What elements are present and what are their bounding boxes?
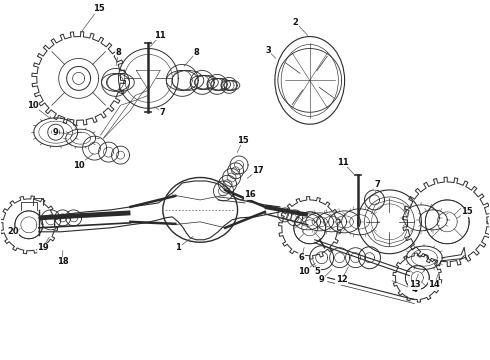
- Text: 18: 18: [57, 257, 69, 266]
- Text: 9: 9: [319, 275, 324, 284]
- Text: 6: 6: [299, 253, 305, 262]
- Text: 8: 8: [194, 48, 199, 57]
- Text: 15: 15: [461, 207, 473, 216]
- Text: 15: 15: [93, 4, 104, 13]
- Text: 4: 4: [412, 285, 417, 294]
- Text: 19: 19: [37, 243, 49, 252]
- Text: 16: 16: [244, 190, 256, 199]
- Text: 13: 13: [409, 280, 420, 289]
- Text: 12: 12: [336, 275, 347, 284]
- Text: 10: 10: [73, 161, 84, 170]
- Text: 1: 1: [175, 243, 181, 252]
- Text: 10: 10: [27, 101, 39, 110]
- Text: 11: 11: [154, 31, 166, 40]
- Text: 7: 7: [159, 108, 165, 117]
- Text: 11: 11: [337, 158, 348, 167]
- Text: 7: 7: [375, 180, 380, 189]
- Text: 2: 2: [293, 18, 299, 27]
- Text: 15: 15: [237, 136, 249, 145]
- Text: 14: 14: [428, 280, 440, 289]
- Text: 17: 17: [252, 166, 264, 175]
- Text: 5: 5: [315, 267, 320, 276]
- Text: 20: 20: [7, 227, 19, 236]
- Text: 9: 9: [53, 128, 59, 137]
- Text: 8: 8: [116, 48, 122, 57]
- Text: 10: 10: [298, 267, 310, 276]
- Text: 3: 3: [265, 46, 271, 55]
